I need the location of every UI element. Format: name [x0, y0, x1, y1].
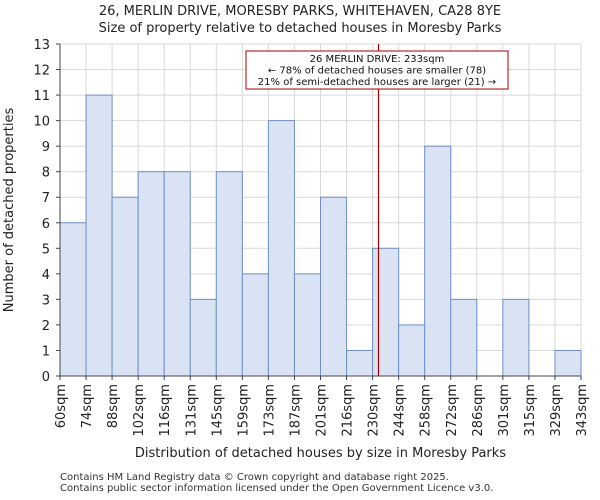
y-tick-label: 0	[42, 370, 50, 385]
x-tick-label: 159sqm	[236, 384, 251, 437]
bar-258sqm	[424, 145, 452, 377]
x-tick-label: 272sqm	[445, 384, 460, 437]
y-tick-label: 3	[42, 293, 50, 308]
y-tick-label: 7	[42, 191, 50, 206]
annotation-line: ← 78% of detached houses are smaller (78…	[268, 66, 486, 77]
y-tick-label: 4	[42, 268, 50, 283]
x-tick-label: 102sqm	[132, 384, 147, 437]
x-tick-label: 258sqm	[419, 384, 434, 437]
x-tick-label: 301sqm	[497, 384, 512, 437]
footer: Contains HM Land Registry data © Crown c…	[60, 472, 493, 494]
y-tick-label: 6	[42, 217, 50, 232]
x-tick-label: 244sqm	[393, 384, 408, 437]
x-tick-label: 315sqm	[523, 384, 538, 437]
x-tick-label: 145sqm	[210, 384, 225, 437]
chart-title: 26, MERLIN DRIVE, MORESBY PARKS, WHITEHA…	[98, 4, 502, 19]
y-tick-label: 9	[42, 140, 50, 155]
bar-74sqm	[85, 94, 113, 377]
bar-173sqm	[267, 120, 295, 377]
footer-copyright: Contains HM Land Registry data © Crown c…	[60, 472, 449, 483]
bar-329sqm	[554, 349, 582, 377]
x-tick-label: 131sqm	[184, 384, 199, 437]
x-tick-label: 173sqm	[262, 384, 277, 437]
bar-159sqm	[241, 273, 269, 377]
bar-201sqm	[320, 196, 348, 377]
bar-244sqm	[398, 324, 426, 377]
bar-272sqm	[450, 298, 478, 377]
x-tick-label: 60sqm	[54, 384, 69, 428]
y-tick-label: 1	[42, 344, 50, 359]
x-tick-label: 88sqm	[106, 384, 121, 428]
y-axis-title: Number of detached properties	[2, 108, 17, 313]
x-tick-label: 116sqm	[158, 384, 173, 437]
x-tick-label: 329sqm	[549, 384, 564, 437]
y-tick-label: 5	[42, 242, 50, 257]
footer-licence: Contains public sector information licen…	[60, 483, 494, 494]
y-tick-label: 8	[42, 166, 50, 181]
bar-88sqm	[111, 196, 139, 377]
bar-60sqm	[59, 222, 87, 377]
x-tick-label: 230sqm	[367, 384, 382, 437]
y-tick-label: 12	[33, 64, 50, 79]
chart-title-block: 26, MERLIN DRIVE, MORESBY PARKS, WHITEHA…	[0, 3, 600, 37]
bar-145sqm	[215, 171, 243, 377]
annotation-line: 26 MERLIN DRIVE: 233sqm	[310, 54, 445, 65]
chart-subtitle: Size of property relative to detached ho…	[98, 21, 502, 36]
y-tick-label: 10	[33, 115, 50, 130]
x-tick-label: 216sqm	[341, 384, 356, 437]
y-tick-label: 11	[33, 89, 50, 104]
bar-216sqm	[346, 349, 374, 377]
annotation-line: 21% of semi-detached houses are larger (…	[258, 77, 496, 88]
bars	[59, 94, 582, 377]
annotation-box	[245, 50, 509, 90]
y-tick-label: 2	[42, 319, 50, 334]
x-axis-title: Distribution of detached houses by size …	[135, 446, 506, 461]
bar-131sqm	[189, 298, 217, 377]
x-tick-label: 187sqm	[288, 384, 303, 437]
annotation: 26 MERLIN DRIVE: 233sqm← 78% of detached…	[245, 44, 509, 376]
bar-102sqm	[137, 171, 165, 377]
x-tick-label: 74sqm	[80, 384, 95, 428]
x-tick-label: 343sqm	[575, 384, 590, 437]
bar-187sqm	[293, 273, 322, 377]
x-tick-label: 201sqm	[315, 384, 330, 437]
y-tick-label: 13	[33, 38, 50, 53]
bar-230sqm	[372, 247, 400, 377]
bar-116sqm	[163, 171, 191, 377]
x-tick-label: 286sqm	[471, 384, 486, 437]
bar-301sqm	[502, 298, 530, 377]
